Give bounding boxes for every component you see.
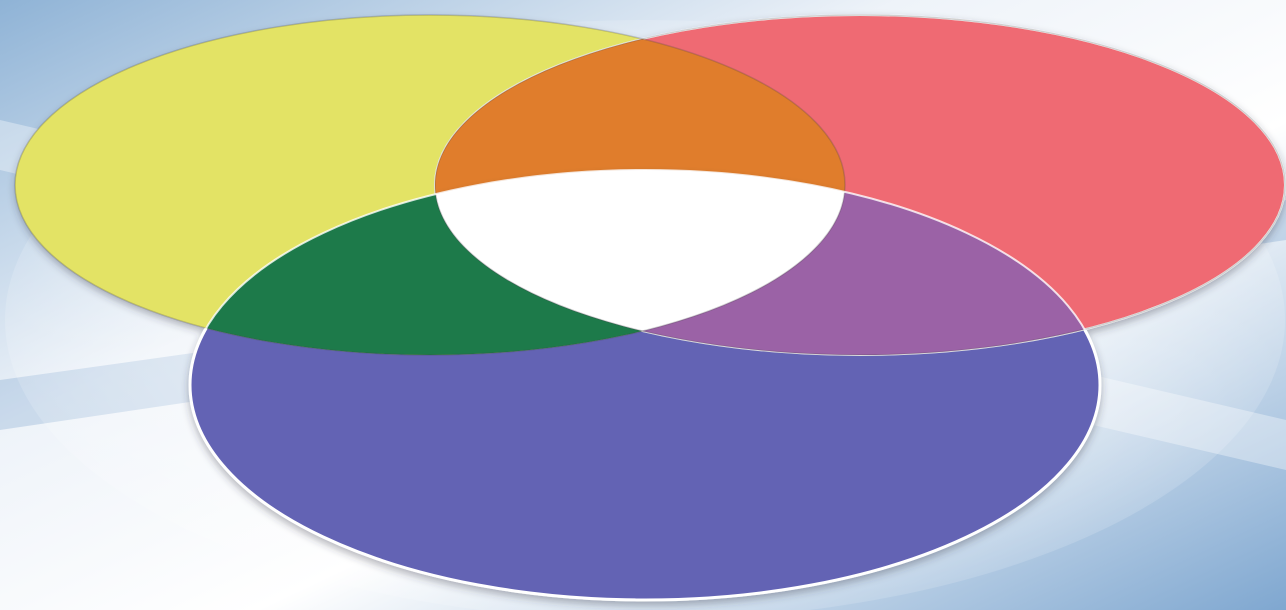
page: Color overlap diagram {} html, body { ma…: [0, 0, 1286, 610]
page-body: [0, 0, 1286, 610]
diagram: [0, 0, 1286, 610]
